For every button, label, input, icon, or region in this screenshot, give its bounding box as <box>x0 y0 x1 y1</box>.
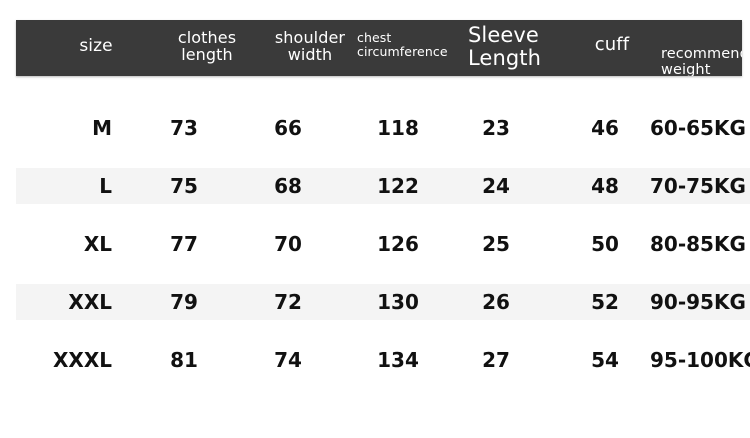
cell-sleeve-length: 23 <box>482 116 510 140</box>
cell-chest-circumference: 130 <box>377 290 419 314</box>
cell-clothes-length: 77 <box>170 232 198 256</box>
column-header-sleeve-length: Sleeve Length <box>468 23 542 70</box>
cell-cuff: 48 <box>591 174 619 198</box>
cell-cuff: 52 <box>591 290 619 314</box>
cell-size: XXXL <box>52 348 112 372</box>
cell-recommended-weight: 95-100KG <box>650 348 750 372</box>
cell-cuff: 50 <box>591 232 619 256</box>
cell-recommended-weight: 70-75KG <box>650 174 746 198</box>
column-header-chest-circumference: chest circumference <box>357 30 448 59</box>
cell-recommended-weight: 60-65KG <box>650 116 746 140</box>
cell-sleeve-length: 26 <box>482 290 510 314</box>
cell-size: XXL <box>68 290 112 314</box>
table-row: M 73 66 118 23 46 60-65KG <box>16 110 750 146</box>
table-row: XXL 79 72 130 26 52 90-95KG <box>16 284 750 320</box>
cell-cuff: 54 <box>591 348 619 372</box>
cell-shoulder-width: 74 <box>274 348 302 372</box>
cell-size: L <box>99 174 112 198</box>
column-header-clothes-length: clothes length <box>177 28 237 65</box>
cell-chest-circumference: 118 <box>377 116 419 140</box>
cell-clothes-length: 75 <box>170 174 198 198</box>
cell-chest-circumference: 134 <box>377 348 419 372</box>
cell-sleeve-length: 24 <box>482 174 510 198</box>
table-row: L 75 68 122 24 48 70-75KG <box>16 168 750 204</box>
cell-clothes-length: 79 <box>170 290 198 314</box>
cell-size: M <box>92 116 112 140</box>
table-row: XXXL 81 74 134 27 54 95-100KG <box>16 342 750 378</box>
cell-clothes-length: 81 <box>170 348 198 372</box>
cell-chest-circumference: 122 <box>377 174 419 198</box>
column-header-recommended-weight: recommended weight <box>661 46 742 76</box>
cell-shoulder-width: 68 <box>274 174 302 198</box>
cell-shoulder-width: 72 <box>274 290 302 314</box>
table-row: XL 77 70 126 25 50 80-85KG <box>16 226 750 262</box>
cell-shoulder-width: 70 <box>274 232 302 256</box>
table-header-row: size clothes length shoulder width chest… <box>16 20 742 76</box>
column-header-size: size <box>79 36 113 56</box>
cell-clothes-length: 73 <box>170 116 198 140</box>
cell-chest-circumference: 126 <box>377 232 419 256</box>
cell-cuff: 46 <box>591 116 619 140</box>
cell-recommended-weight: 90-95KG <box>650 290 746 314</box>
column-header-cuff: cuff <box>594 34 630 55</box>
cell-size: XL <box>83 232 112 256</box>
cell-shoulder-width: 66 <box>274 116 302 140</box>
cell-sleeve-length: 25 <box>482 232 510 256</box>
column-header-shoulder-width: shoulder width <box>274 28 346 65</box>
cell-recommended-weight: 80-85KG <box>650 232 746 256</box>
cell-sleeve-length: 27 <box>482 348 510 372</box>
